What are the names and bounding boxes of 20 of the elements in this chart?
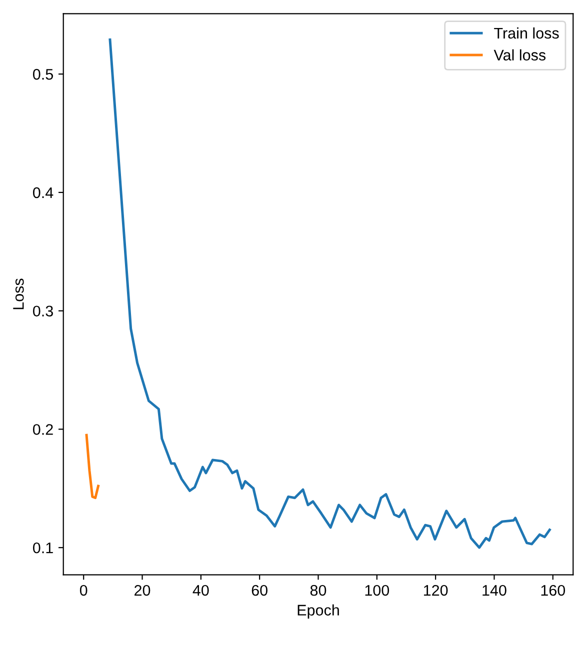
y-axis-title: Loss [13, 278, 24, 310]
line-series [85, 434, 100, 500]
legend-label: Val loss [494, 49, 546, 61]
x-tick-label: 120 [424, 584, 448, 596]
x-tick-label: 20 [134, 584, 150, 596]
x-tick-label: 140 [482, 584, 506, 596]
x-tick-label: 160 [541, 584, 566, 596]
y-tick-label: 0.3 [33, 306, 53, 317]
x-tick-label: 40 [192, 584, 209, 596]
x-tick-label: 60 [252, 584, 268, 596]
x-tick-label: 80 [310, 584, 326, 596]
y-tick-label: 0.4 [33, 187, 54, 198]
line-series [108, 38, 551, 549]
y-tick-label: 0.2 [33, 424, 53, 435]
x-axis-title: Epoch [298, 604, 339, 619]
x-tick-label: 0 [80, 584, 88, 596]
y-tick-label: 0.5 [33, 68, 53, 80]
x-tick-label: 100 [365, 584, 390, 596]
legend-label: Train loss [494, 27, 559, 39]
y-tick-label: 0.1 [33, 542, 53, 554]
